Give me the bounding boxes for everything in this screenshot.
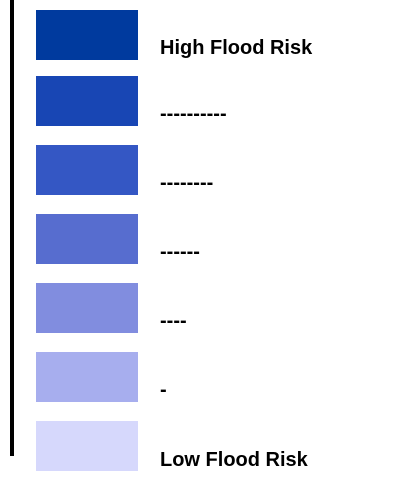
legend-swatch-7	[36, 421, 138, 471]
legend-swatch-6	[36, 352, 138, 402]
legend-label-1: High Flood Risk	[160, 37, 313, 59]
legend-swatch-5	[36, 283, 138, 333]
legend-header-fragment	[36, 0, 140, 8]
legend-swatch-3	[36, 145, 138, 195]
legend-label-7: Low Flood Risk	[160, 449, 308, 471]
legend-swatch-2	[36, 76, 138, 126]
legend-label-6: -	[160, 379, 167, 401]
legend-swatch-1	[36, 10, 138, 60]
legend-label-4: ------	[160, 241, 200, 263]
legend-label-3: --------	[160, 172, 214, 194]
legend-label-5: ----	[160, 310, 187, 332]
legend-label-2: ----------	[160, 103, 227, 125]
legend-swatch-4	[36, 214, 138, 264]
legend-left-border	[10, 0, 14, 456]
